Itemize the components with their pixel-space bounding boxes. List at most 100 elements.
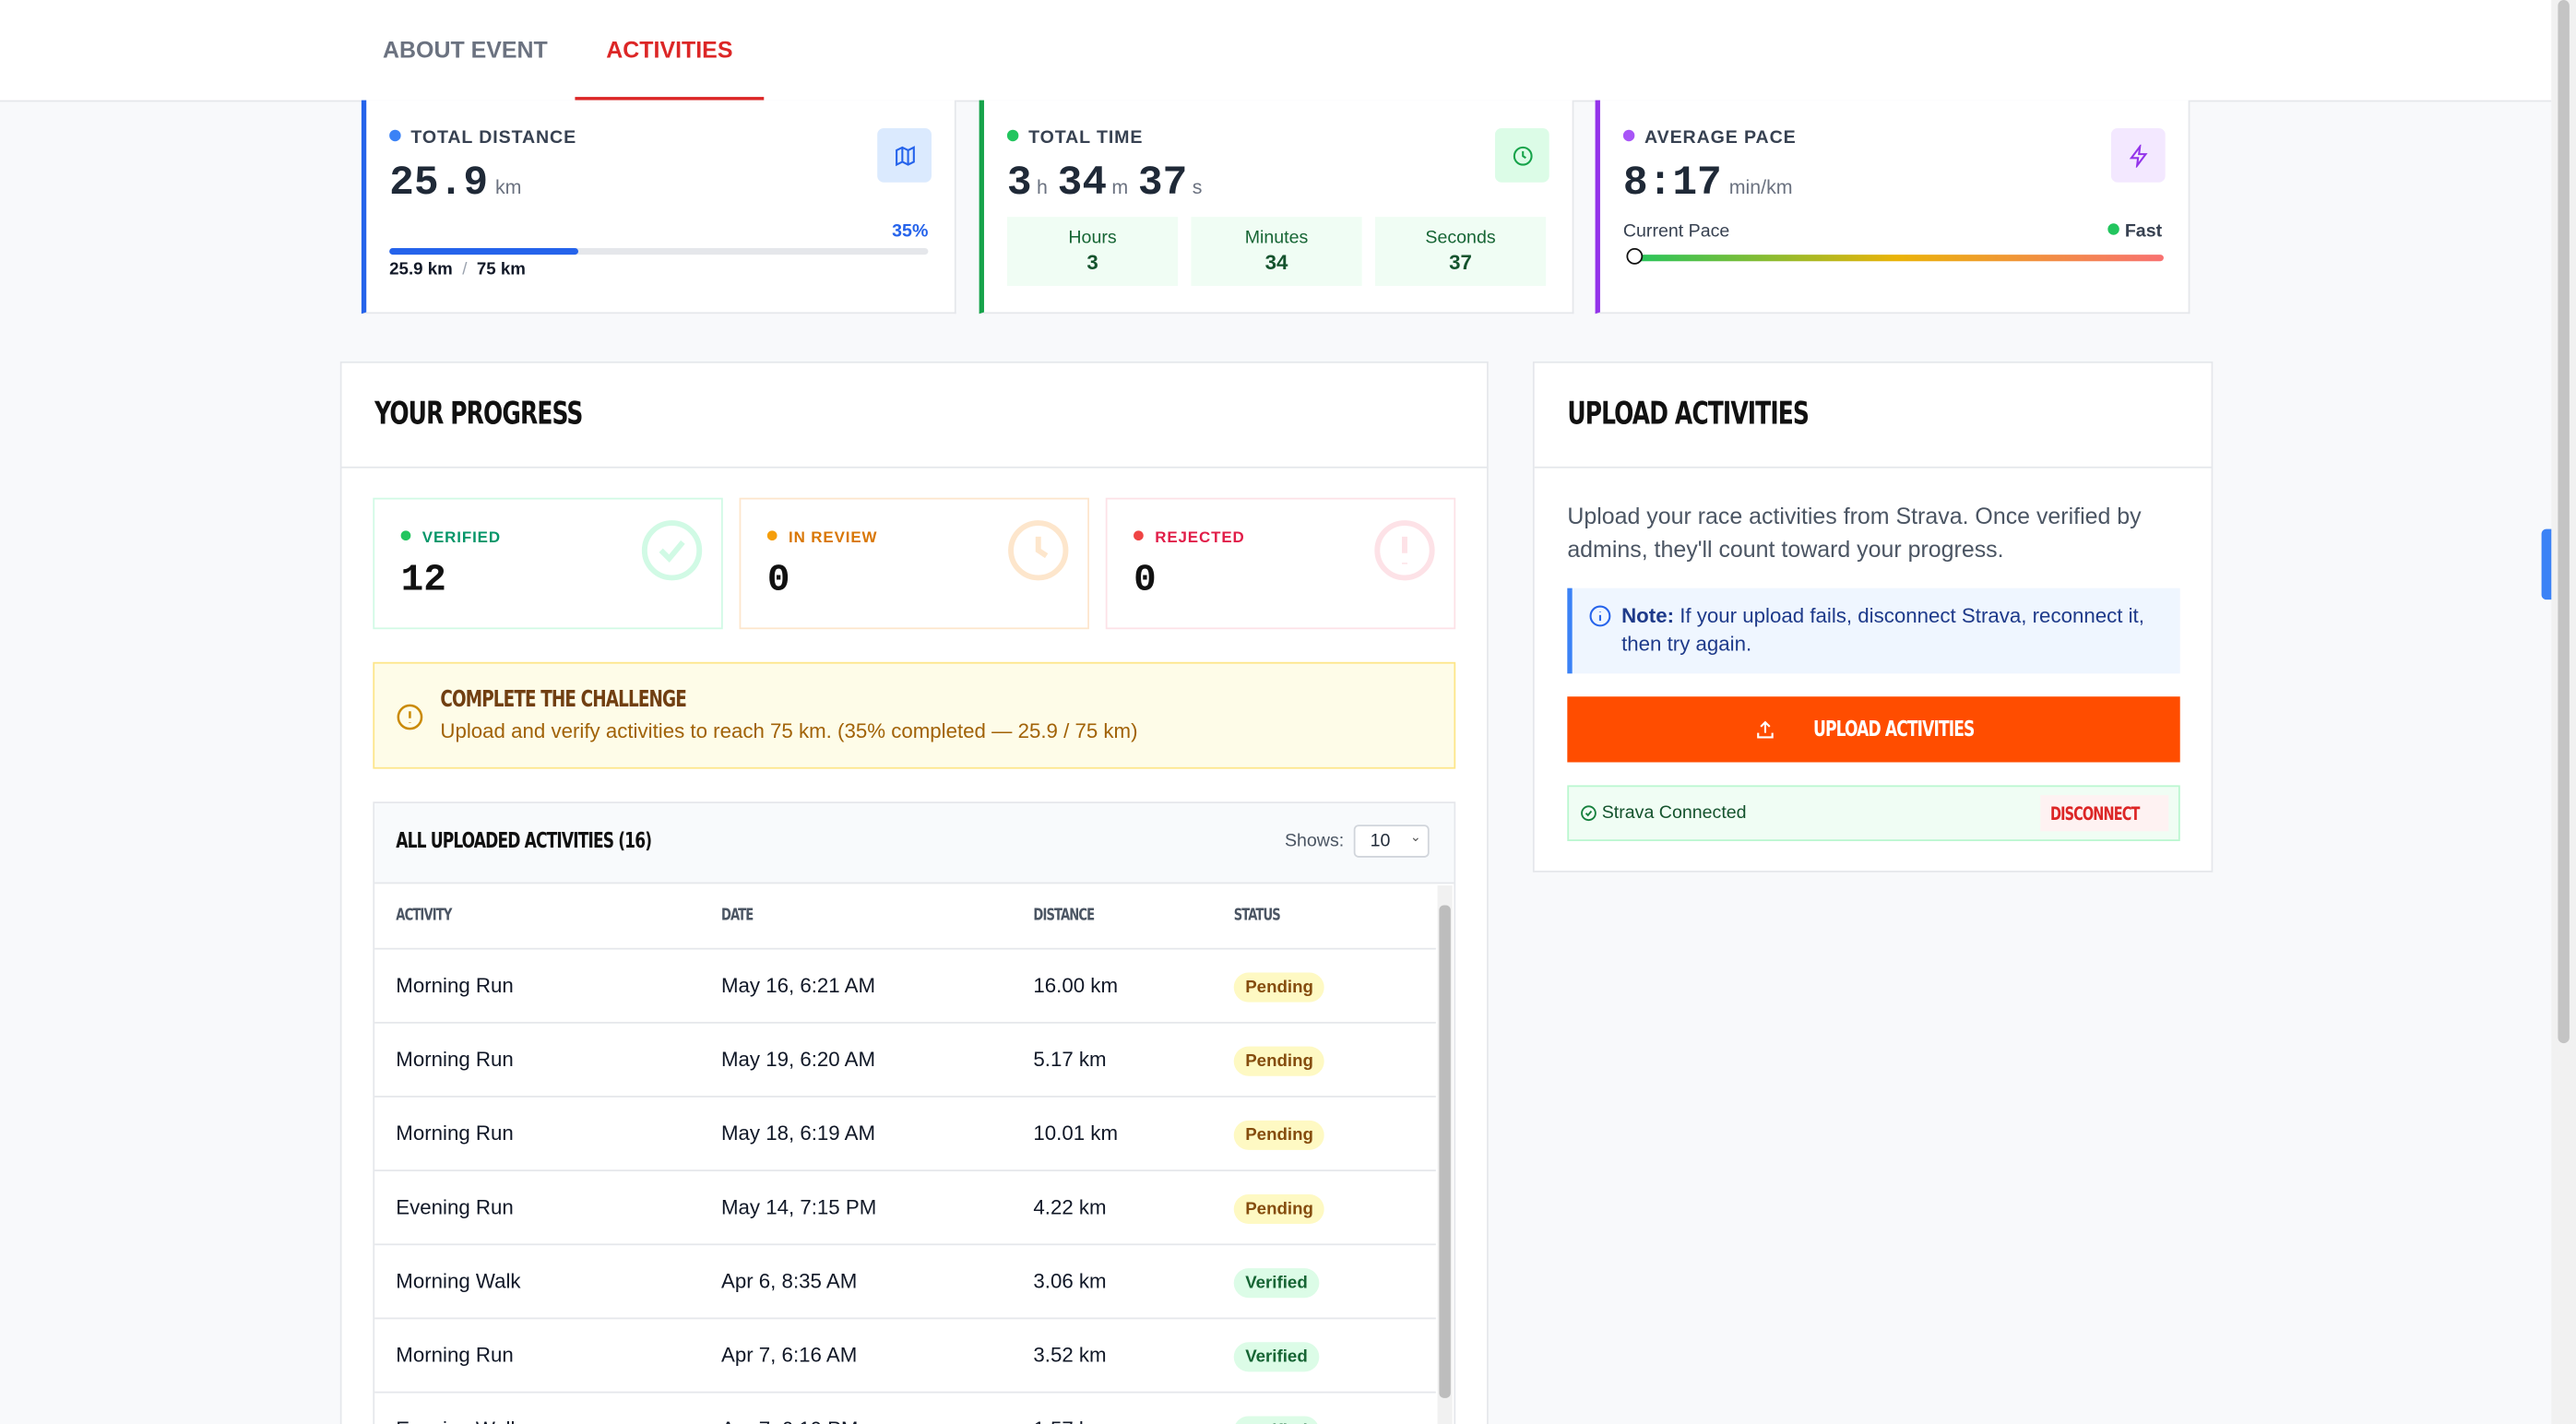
status-icon [641,520,703,581]
goal: 75 km [476,259,526,279]
table-cell: Evening Run [396,1195,514,1219]
table-cell: Morning Run [396,1344,514,1367]
table-cell: Evening Walk [396,1418,520,1424]
button-label: UPLOAD ACTIVITIES [1813,717,1976,742]
table-cell: May 14, 7:15 PM [720,1195,877,1219]
status-label: REJECTED [1134,529,1245,547]
speed-text: Fast [2124,221,2163,242]
status-badge: Verified [1233,1342,1320,1372]
panel-title: YOUR PROGRESS [374,396,583,433]
warning-icon [397,704,423,730]
table-cell: Apr 7, 6:16 AM [720,1344,858,1367]
column-header: ACTIVITY [396,907,452,925]
note-body: If your upload fails, disconnect Strava,… [1621,604,2144,656]
row-divider [374,1391,1436,1394]
time-box-label: Hours [1068,228,1117,248]
upload-description: Upload your race activities from Strava.… [1567,503,2142,563]
time-box: Seconds 37 [1374,217,1547,286]
card-label: AVERAGE PACE [1622,127,1797,148]
time-box: Hours 3 [1006,217,1179,286]
table-cell: 16.00 km [1033,974,1119,998]
time-unit: s [1192,175,1203,199]
table-cell: Morning Run [396,1048,514,1072]
table-scroll-thumb [1439,905,1451,1398]
connected-text: Strava Connected [1601,803,1747,824]
status-label: VERIFIED [400,529,501,547]
distance-value-row: 25.9 km [389,160,521,208]
pace-gradient [1630,255,2164,262]
row-divider [374,1096,1436,1098]
row-divider [374,1169,1436,1172]
pace-speed: Fast [2108,221,2163,242]
map-icon [877,127,932,183]
value: 25.9 [389,159,489,208]
bolt-icon [2110,127,2166,183]
shows-label: Shows: [1284,831,1345,851]
status-dot [1134,530,1144,541]
row-divider [374,947,1436,950]
progress-track [389,247,929,255]
current: 25.9 km [389,259,453,279]
time-box-label: Minutes [1244,228,1309,248]
time-box-value: 3 [1086,251,1098,275]
tab-active[interactable]: ACTIVITIES [606,36,733,63]
distance-card: TOTAL DISTANCE 25.9 km 35% 25.9 km / 75 … [361,100,956,314]
time-box-value: 37 [1449,251,1472,275]
unit: km [494,175,522,199]
tab-bar: ABOUT EVENT ACTIVITIES [0,0,2552,102]
pace-knob [1626,247,1644,265]
table-header: ALL UPLOADED ACTIVITIES (16) Shows: 10 ⌄ [374,803,1454,884]
divider [1534,466,2212,469]
percent: 35% [892,221,929,242]
tab-underline [575,97,765,101]
status-badge: Verified [1233,1416,1320,1424]
status-badge: Pending [1233,1046,1325,1076]
table-cell: Morning Run [396,1121,514,1145]
table-cell: 10.01 km [1033,1121,1119,1145]
select-value: 10 [1370,831,1391,851]
pace-value-row: 8:17 min/km [1623,160,1793,208]
status-badge: Pending [1233,1120,1325,1150]
table-cell: Morning Walk [396,1269,521,1293]
column-header: DISTANCE [1033,907,1095,925]
label-text: AVERAGE PACE [1644,127,1797,148]
note-text: Note: If your upload fails, disconnect S… [1621,603,2164,659]
time-value: 37 [1137,159,1188,208]
strava-status: Strava Connected DISCONNECT [1567,785,2180,841]
clock-icon [1494,127,1549,183]
progress-fill [389,247,578,255]
time-box-value: 34 [1264,251,1288,275]
table-cell: Apr 7, 6:10 PM [721,1418,859,1424]
pace-card: AVERAGE PACE 8:17 min/km Current Pace Fa… [1595,100,2190,314]
callout-title: COMPLETE THE CHALLENGE [440,686,686,714]
page-scrollbar [2551,0,2576,1424]
page-size-select[interactable]: 10 ⌄ [1353,825,1430,858]
disconnect-button[interactable]: DISCONNECT [2040,795,2169,832]
time-box: Minutes 34 [1191,217,1362,286]
divider [341,466,1488,469]
status-box: IN REVIEW 0 [739,497,1089,630]
time-card: TOTAL TIME 3 h 34 m 37 s Hours 3 Minutes 34 Secon… [979,100,1574,314]
unit: min/km [1728,175,1793,199]
card-label: TOTAL DISTANCE [389,128,576,148]
time-value-row: 3 h 34 m 37 s [1007,160,1212,208]
activities-table: ALL UPLOADED ACTIVITIES (16) Shows: 10 ⌄ … [373,801,1456,1424]
side-tab[interactable] [2541,528,2552,600]
value: 8:17 [1622,159,1722,208]
card-label: TOTAL TIME [1006,128,1143,148]
status-dot [766,530,778,541]
status-count: 12 [400,558,446,601]
table-cell: 3.52 km [1033,1344,1107,1367]
tab[interactable]: ABOUT EVENT [383,36,548,63]
status-dot [400,530,411,541]
panel-title: UPLOAD ACTIVITIES [1567,396,1810,433]
table-title: ALL UPLOADED ACTIVITIES (16) [396,829,652,855]
row-divider [374,1021,1436,1024]
time-unit: m [1111,175,1129,199]
table-cell: May 19, 6:20 AM [720,1048,876,1072]
upload-button[interactable]: UPLOAD ACTIVITIES [1567,696,2180,763]
table-cell: May 18, 6:19 AM [720,1121,876,1145]
